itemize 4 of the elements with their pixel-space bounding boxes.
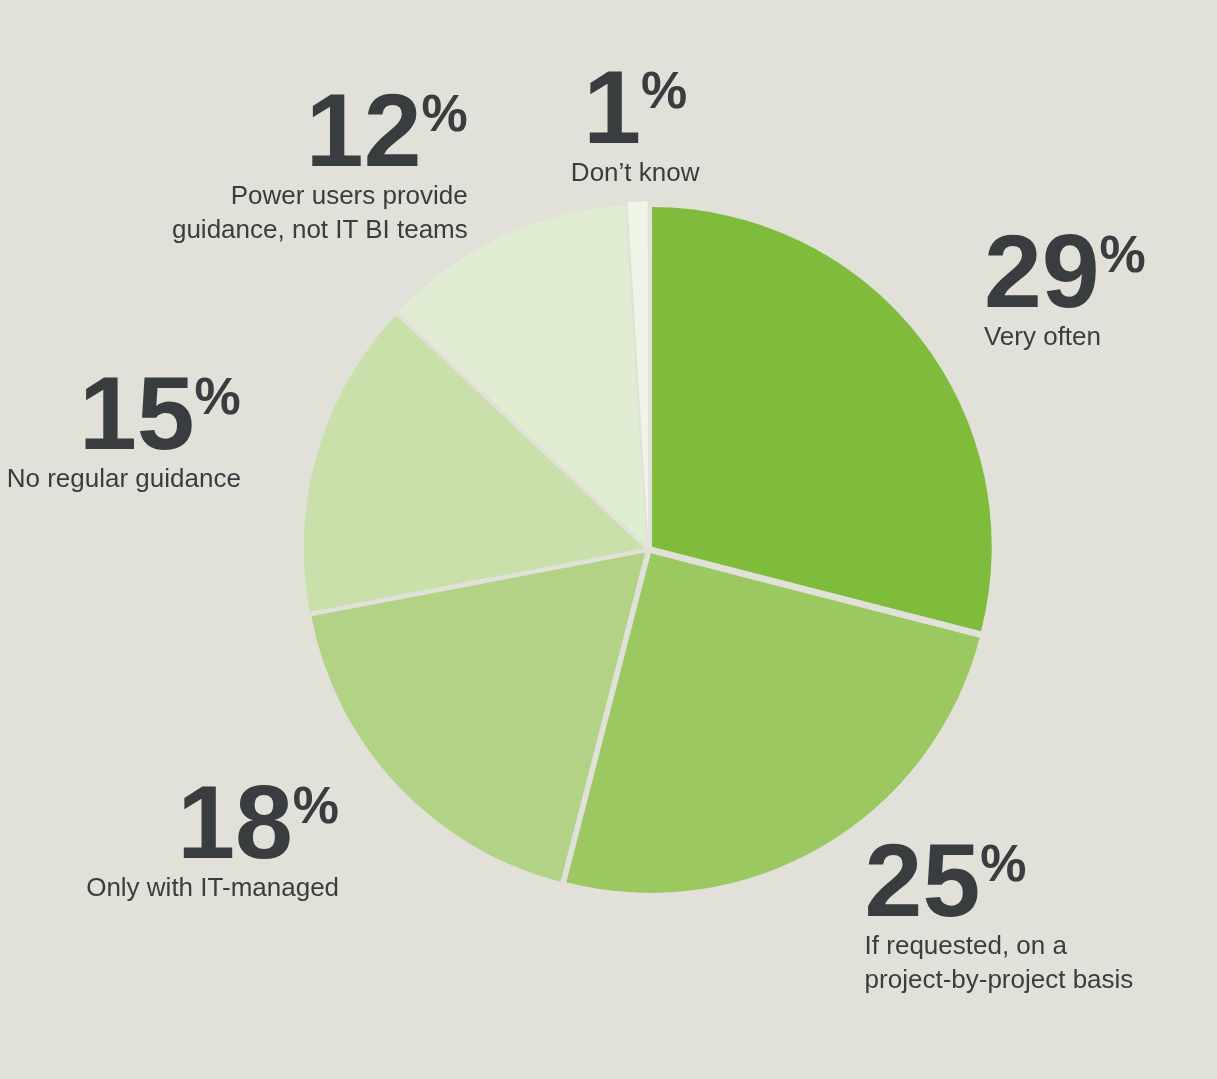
slice-label: No regular guidance [6, 463, 241, 494]
slice-label: Power users provide guidance, not IT BI teams [171, 180, 468, 245]
slice-label: Don’t know [570, 157, 700, 188]
slice-label: Very often [983, 321, 1101, 352]
